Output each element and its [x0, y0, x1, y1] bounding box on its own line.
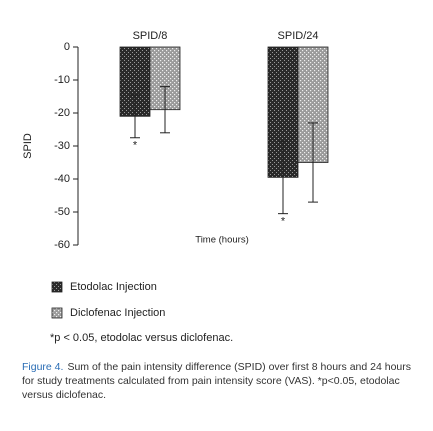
- x-axis-title: Time (hours): [195, 235, 249, 246]
- caption-label: Figure 4.: [22, 361, 64, 373]
- footnote: *p < 0.05, etodolac versus diclofenac.: [50, 332, 234, 344]
- caption-text: Sum of the pain intensity difference (SP…: [22, 361, 412, 401]
- y-tick-label: -40: [54, 173, 70, 185]
- chart: SPID Time (hours) 0 -10 -20 -30 -40 -50 -60 SPI…: [22, 30, 329, 319]
- category-label: SPID/24: [278, 30, 319, 42]
- significance-label: *: [133, 140, 138, 152]
- category-label: SPID/8: [133, 30, 168, 42]
- y-tick-label: -30: [54, 140, 70, 152]
- y-tick-label: -60: [54, 239, 70, 251]
- legend-label: Diclofenac Injection: [70, 307, 165, 319]
- y-axis-title: SPID: [22, 133, 34, 159]
- legend-swatch: [51, 281, 63, 293]
- significance-label: *: [281, 216, 286, 228]
- legend-swatch: [51, 307, 63, 319]
- y-tick-label: -20: [54, 107, 70, 119]
- y-tick-label: 0: [64, 41, 70, 53]
- bar: [297, 46, 329, 163]
- legend-label: Etodolac Injection: [70, 281, 157, 293]
- y-tick-label: -10: [54, 74, 70, 86]
- y-tick-label: -50: [54, 206, 70, 218]
- caption: Figure 4. Sum of the pain intensity diffe…: [22, 360, 412, 402]
